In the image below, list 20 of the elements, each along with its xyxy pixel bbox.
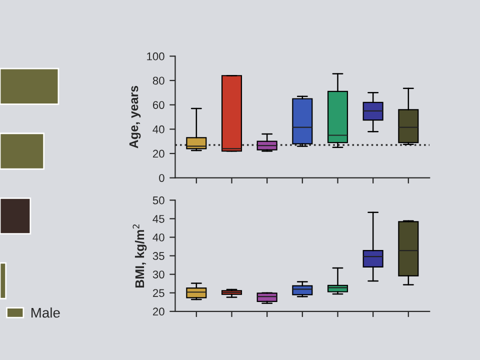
y-tick-label: 30 bbox=[152, 270, 164, 278]
bar bbox=[0, 68, 60, 105]
y-axis-title: BMI, kg/m$^{2}$ bbox=[132, 224, 147, 288]
y-tick-label: 50 bbox=[152, 196, 164, 204]
y-axis-title: Age, years bbox=[129, 86, 141, 148]
y-tick-label: 0 bbox=[159, 174, 164, 182]
y-tick-label: 60 bbox=[152, 101, 164, 109]
y-tick-label: 20 bbox=[152, 150, 164, 158]
y-tick-label: 80 bbox=[152, 76, 164, 85]
y-tick-label: 45 bbox=[152, 215, 164, 223]
legend-label: Male bbox=[31, 307, 60, 318]
y-tick-label: 25 bbox=[152, 289, 164, 297]
bar bbox=[0, 262, 7, 300]
y-tick-label: 35 bbox=[152, 252, 164, 260]
y-tick-label: 40 bbox=[152, 234, 164, 242]
y-tick-label: 20 bbox=[152, 308, 164, 316]
y-tick-label: 100 bbox=[147, 52, 164, 60]
bar bbox=[0, 132, 45, 170]
y-tick-label: 40 bbox=[152, 125, 164, 134]
bar bbox=[0, 197, 32, 235]
